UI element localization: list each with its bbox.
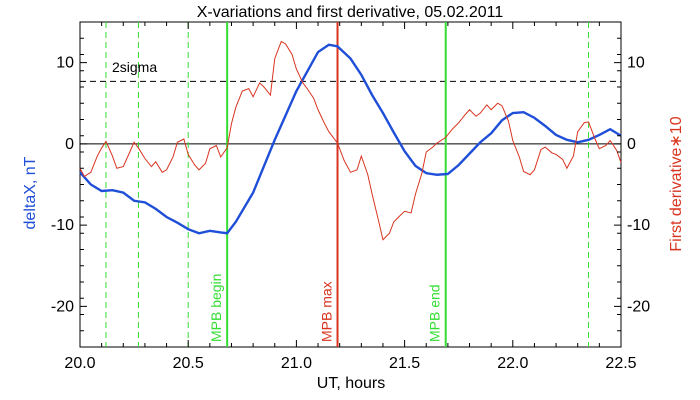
x-tick-label: 20.5 xyxy=(173,355,204,372)
mpb-end-label: MPB end xyxy=(427,284,443,342)
y-right-axis-label: First derivative∗10 xyxy=(668,116,685,251)
x-tick-label: 21.0 xyxy=(281,355,312,372)
mpb-begin-label: MPB begin xyxy=(208,274,224,342)
minor-vertical-lines xyxy=(105,22,590,347)
y-left-tick-label: 0 xyxy=(65,136,74,153)
y-left-axis-label: deltaX, nT xyxy=(22,156,39,229)
x-axis-label: UT, hours xyxy=(317,375,385,392)
first-derivative-series-line xyxy=(79,40,622,241)
y-right-tick-label: 10 xyxy=(627,55,645,72)
two-sigma-label: 2sigma xyxy=(112,59,157,75)
y-right-axis-ticks: -20 -10 0 10 xyxy=(614,21,650,348)
y-right-tick-label: -10 xyxy=(627,217,650,234)
axes: 20.0 20.5 21.0 21.5 22.0 22.5 -20 -10 0 10 -20 -1… xyxy=(51,21,650,372)
y-right-tick-label: 0 xyxy=(627,136,636,153)
x-tick-label: 22.0 xyxy=(497,355,528,372)
y-left-tick-label: -20 xyxy=(51,298,74,315)
x-tick-label: 21.5 xyxy=(389,355,420,372)
y-right-tick-label: -20 xyxy=(627,298,650,315)
plot-frame xyxy=(79,21,622,348)
x-axis-ticks: 20.0 20.5 21.0 21.5 22.0 22.5 xyxy=(64,22,637,372)
x-tick-label: 22.5 xyxy=(605,355,636,372)
mpb-max-label: MPB max xyxy=(319,281,335,342)
plot-area: 2sigma MPB begin MPB max MPB end xyxy=(79,21,622,348)
y-left-axis-ticks: -20 -10 0 10 xyxy=(51,21,87,348)
y-left-tick-label: -10 xyxy=(51,217,74,234)
chart-title: X-variations and first derivative, 05.02… xyxy=(197,4,504,21)
deltax-series-line xyxy=(79,43,622,235)
x-tick-label: 20.0 xyxy=(64,355,95,372)
y-left-tick-label: 10 xyxy=(56,55,74,72)
